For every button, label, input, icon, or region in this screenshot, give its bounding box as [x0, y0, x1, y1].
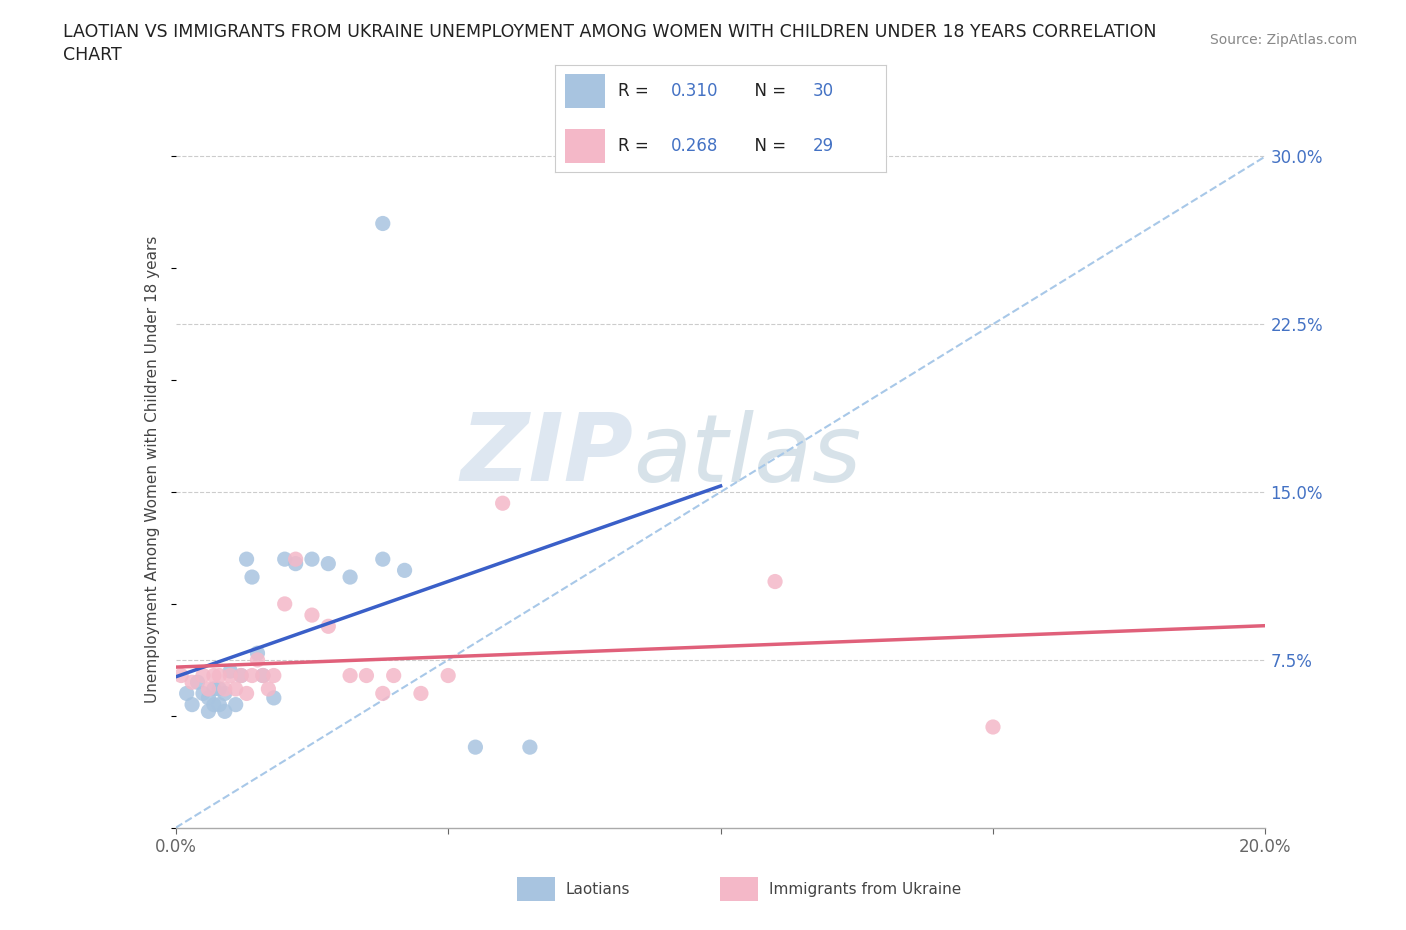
Point: [176, 686, 198, 701]
Text: 29: 29: [813, 138, 834, 155]
Point: [318, 618, 340, 633]
Point: [240, 569, 263, 585]
Point: [318, 556, 340, 571]
Bar: [565, 73, 605, 108]
Point: [519, 739, 541, 754]
Point: [197, 690, 219, 705]
Text: N =: N =: [744, 138, 792, 155]
Point: [191, 686, 214, 701]
Point: [492, 496, 515, 511]
Text: R =: R =: [619, 138, 654, 155]
Point: [339, 668, 361, 683]
Text: 0.310: 0.310: [671, 82, 718, 100]
Text: 0.268: 0.268: [671, 138, 718, 155]
Point: [301, 551, 323, 566]
Bar: [517, 877, 555, 901]
Point: [235, 551, 257, 566]
Point: [197, 682, 219, 697]
Point: [202, 698, 225, 712]
Point: [225, 682, 247, 697]
Point: [219, 664, 242, 679]
Y-axis label: Unemployment Among Women with Children Under 18 years: Unemployment Among Women with Children U…: [145, 236, 160, 703]
Text: 30: 30: [813, 82, 834, 100]
Text: Source: ZipAtlas.com: Source: ZipAtlas.com: [1209, 33, 1357, 46]
Point: [202, 682, 225, 697]
Point: [208, 682, 231, 697]
Point: [231, 668, 253, 683]
Bar: [565, 129, 605, 164]
Point: [252, 668, 274, 683]
Point: [763, 574, 786, 589]
Bar: [720, 877, 758, 901]
Point: [191, 668, 214, 683]
Point: [208, 698, 231, 712]
Point: [214, 682, 236, 697]
Point: [214, 686, 236, 701]
Point: [284, 551, 307, 566]
Text: LAOTIAN VS IMMIGRANTS FROM UKRAINE UNEMPLOYMENT AMONG WOMEN WITH CHILDREN UNDER : LAOTIAN VS IMMIGRANTS FROM UKRAINE UNEMP…: [63, 23, 1157, 41]
Point: [235, 686, 257, 701]
Point: [339, 569, 361, 585]
Point: [437, 668, 460, 683]
Point: [246, 645, 269, 660]
Point: [274, 596, 297, 611]
Text: N =: N =: [744, 82, 792, 100]
Point: [409, 686, 432, 701]
Point: [464, 739, 486, 754]
Point: [225, 698, 247, 712]
Point: [208, 668, 231, 683]
Point: [197, 704, 219, 719]
Point: [231, 668, 253, 683]
Point: [356, 668, 378, 683]
Point: [284, 556, 307, 571]
Point: [181, 698, 204, 712]
Point: [219, 668, 242, 683]
Point: [301, 607, 323, 622]
Point: [246, 653, 269, 668]
Point: [202, 668, 225, 683]
Text: R =: R =: [619, 82, 654, 100]
Point: [263, 690, 285, 705]
Point: [186, 675, 209, 690]
Point: [240, 668, 263, 683]
Point: [181, 675, 204, 690]
Point: [371, 686, 394, 701]
Point: [263, 668, 285, 683]
Text: Immigrants from Ukraine: Immigrants from Ukraine: [769, 882, 960, 897]
Point: [394, 563, 416, 578]
Text: ZIP: ZIP: [461, 409, 633, 501]
Point: [274, 551, 297, 566]
Text: CHART: CHART: [63, 46, 122, 64]
Point: [382, 668, 405, 683]
Point: [170, 668, 193, 683]
Point: [371, 551, 394, 566]
Point: [214, 704, 236, 719]
Text: atlas: atlas: [633, 410, 862, 501]
Point: [252, 668, 274, 683]
Text: Laotians: Laotians: [565, 882, 630, 897]
Point: [371, 216, 394, 231]
Point: [257, 682, 280, 697]
Point: [981, 720, 1004, 735]
